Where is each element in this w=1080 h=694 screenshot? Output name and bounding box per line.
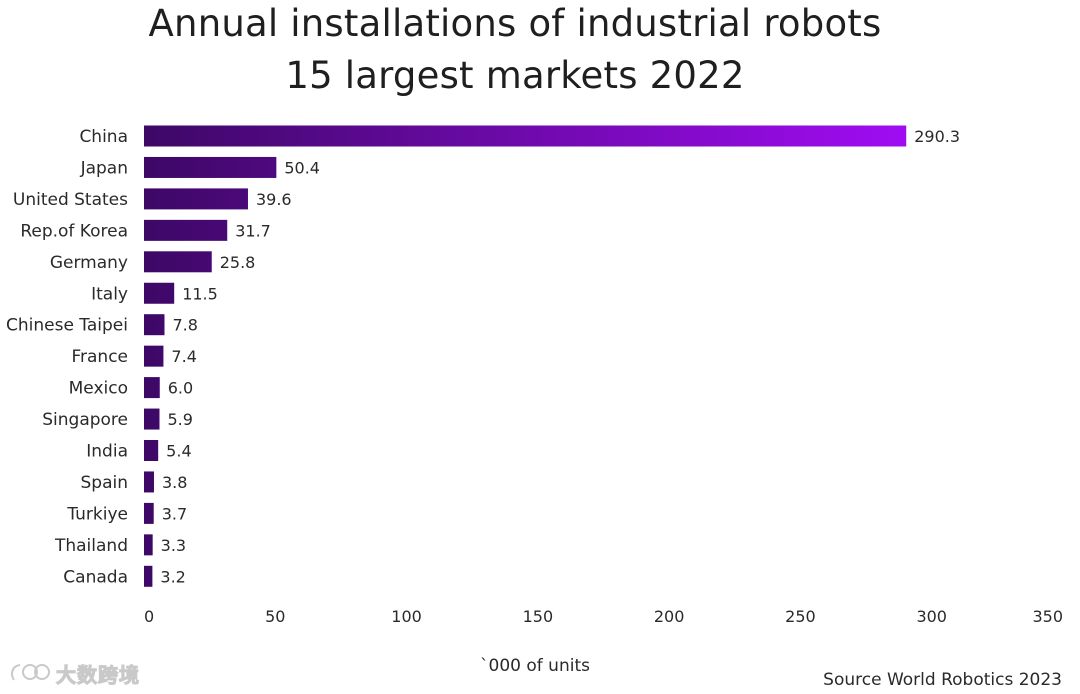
value-label-singapore: 5.9 <box>167 410 192 429</box>
category-label-india: India <box>86 442 128 462</box>
bars-layer: China 290.3 Japan 50.4 United States 39.6 Rep.… <box>6 125 960 587</box>
category-label-mexico: Mexico <box>69 379 128 399</box>
x-tick-label-50: 50 <box>265 607 285 626</box>
value-label-china: 290.3 <box>914 127 960 146</box>
value-label-chinese-taipei: 7.8 <box>172 316 197 335</box>
category-label-rep-of-korea: Rep.of Korea <box>20 221 128 241</box>
value-label-united-states: 39.6 <box>256 190 292 209</box>
category-label-italy: Italy <box>91 284 128 304</box>
bar-japan <box>144 156 277 178</box>
value-label-italy: 11.5 <box>182 284 218 303</box>
category-label-germany: Germany <box>50 253 128 273</box>
category-label-thailand: Thailand <box>54 536 128 556</box>
bar-united-states <box>144 188 248 210</box>
bar-chinese-taipei <box>144 314 165 336</box>
bar-mexico <box>144 377 160 399</box>
bar-spain <box>144 471 154 493</box>
chart-subtitle: 15 largest markets 2022 <box>285 54 745 97</box>
bar-china <box>144 125 907 147</box>
value-label-mexico: 6.0 <box>168 379 193 398</box>
x-tick-label-250: 250 <box>785 607 816 626</box>
chart-title: Annual installations of industrial robot… <box>148 2 882 45</box>
value-label-japan: 50.4 <box>284 158 320 177</box>
bar-germany <box>144 251 212 273</box>
value-label-germany: 25.8 <box>220 253 256 272</box>
category-label-canada: Canada <box>63 567 128 587</box>
x-tick-label-350: 350 <box>1032 607 1063 626</box>
bar-canada <box>144 565 153 587</box>
category-label-spain: Spain <box>81 473 129 493</box>
category-label-chinese-taipei: Chinese Taipei <box>6 316 128 336</box>
bar-singapore <box>144 408 160 430</box>
watermark-text: 大数跨境 <box>56 662 140 687</box>
value-label-france: 7.4 <box>171 347 196 366</box>
bar-france <box>144 345 164 367</box>
x-tick-label-100: 100 <box>391 607 422 626</box>
bar-india <box>144 440 159 461</box>
watermark: 大数跨境 <box>8 658 140 688</box>
source-note: Source World Robotics 2023 <box>823 670 1062 690</box>
x-tick-label-150: 150 <box>523 607 554 626</box>
value-label-thailand: 3.3 <box>161 536 186 555</box>
watermark-logo-icon <box>11 664 50 681</box>
bar-rep-of-korea <box>144 219 228 241</box>
value-label-rep-of-korea: 31.7 <box>235 221 271 240</box>
value-label-turkiye: 3.7 <box>162 504 187 523</box>
category-label-france: France <box>71 347 128 367</box>
x-tick-label-0: 0 <box>144 607 154 626</box>
bar-italy <box>144 282 175 304</box>
x-axis-ticks: 0 50 100 150 200 250 300 350 <box>144 607 1063 626</box>
category-label-japan: Japan <box>80 158 128 178</box>
x-tick-label-200: 200 <box>654 607 685 626</box>
bar-turkiye <box>144 502 154 524</box>
value-label-india: 5.4 <box>166 442 191 461</box>
x-tick-label-300: 300 <box>916 607 947 626</box>
category-label-turkiye: Turkiye <box>66 504 128 524</box>
category-label-china: China <box>79 127 128 147</box>
value-label-spain: 3.8 <box>162 473 187 492</box>
x-axis-label: `000 of units <box>480 656 590 676</box>
category-label-united-states: United States <box>13 190 128 210</box>
value-label-canada: 3.2 <box>160 567 185 586</box>
bar-thailand <box>144 534 153 556</box>
category-label-singapore: Singapore <box>42 410 128 430</box>
